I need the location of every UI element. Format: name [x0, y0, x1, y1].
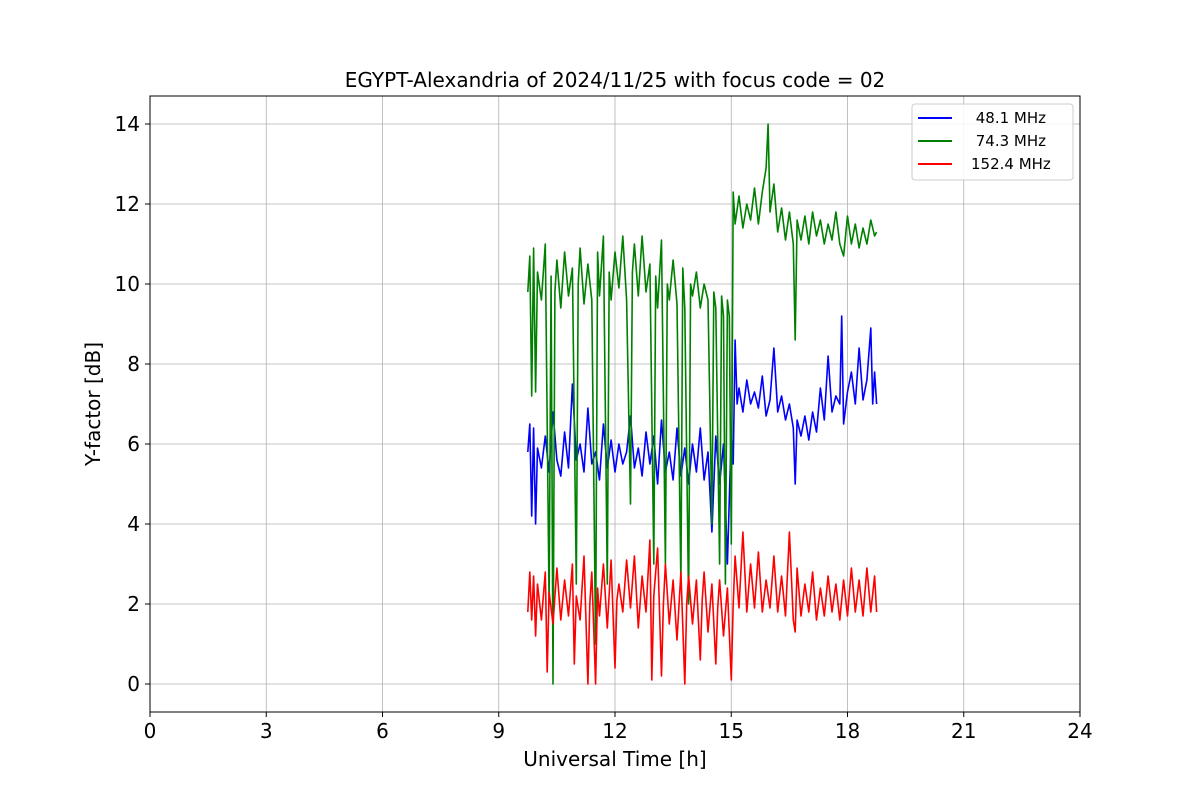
y-tick-label: 4 [127, 512, 140, 536]
y-tick-label: 6 [127, 432, 140, 456]
y-tick-label: 0 [127, 672, 140, 696]
legend-label-2: 74.3 MHz [971, 132, 1046, 150]
y-tick-label: 2 [127, 592, 140, 616]
legend: 48.1 MHz 74.3 MHz 152.4 MHz [911, 103, 1074, 181]
x-tick-label: 9 [492, 719, 505, 743]
x-axis-label: Universal Time [h] [523, 747, 706, 771]
x-tick-label: 15 [719, 719, 744, 743]
x-tick-label: 6 [376, 719, 389, 743]
x-tick-label: 18 [835, 719, 860, 743]
series-layer [527, 123, 878, 685]
x-tick-label: 3 [260, 719, 273, 743]
legend-label-1: 48.1 MHz [971, 109, 1046, 127]
y-tick-label: 10 [115, 272, 140, 296]
y-tick-label: 14 [115, 112, 140, 136]
chart-title: EGYPT-Alexandria of 2024/11/25 with focu… [345, 68, 886, 92]
y-tick-label: 12 [115, 192, 140, 216]
x-tick-label: 21 [951, 719, 976, 743]
series-line-3 [527, 531, 878, 685]
legend-box [911, 103, 1074, 181]
x-tick-label: 0 [144, 719, 157, 743]
series-line-1 [527, 315, 878, 565]
x-tick-label: 12 [602, 719, 627, 743]
x-tick-label: 24 [1067, 719, 1092, 743]
y-axis-label: Y-factor [dB] [81, 342, 105, 467]
y-tick-label: 8 [127, 352, 140, 376]
legend-label-3: 152.4 MHz [971, 155, 1051, 173]
series-line-2 [527, 123, 878, 685]
